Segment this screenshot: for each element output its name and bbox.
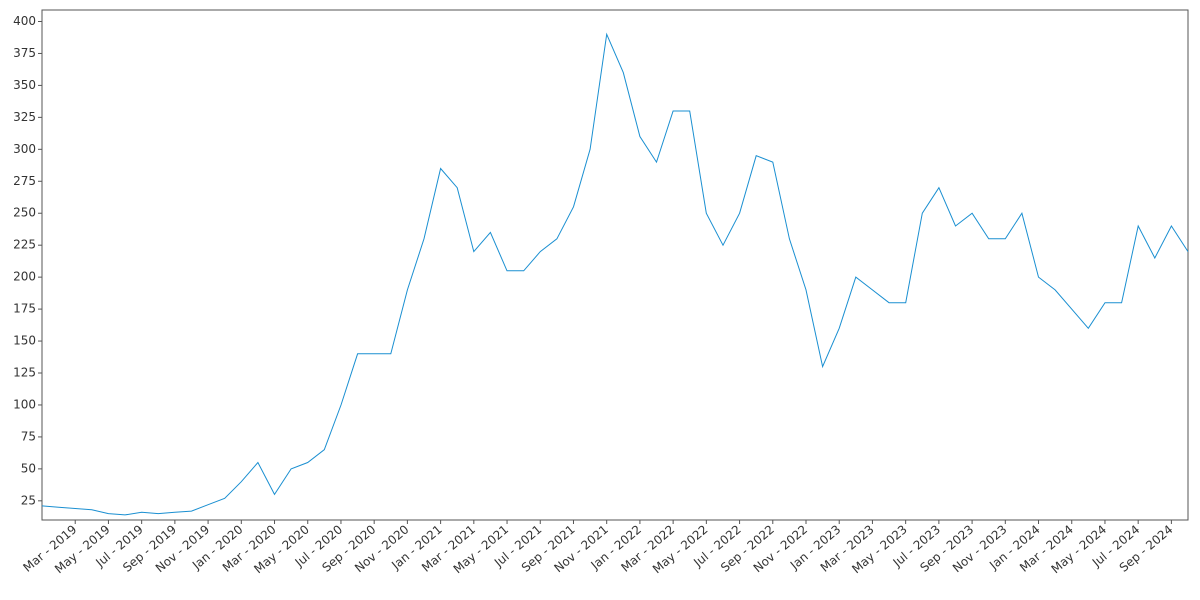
y-tick-label: 75 <box>21 429 36 443</box>
y-tick-label: 275 <box>13 174 36 188</box>
y-tick-label: 325 <box>13 110 36 124</box>
y-tick-label: 50 <box>21 461 36 475</box>
y-tick-label: 400 <box>13 14 36 28</box>
price-line <box>41 32 1189 516</box>
y-tick-label: 25 <box>21 493 36 507</box>
y-tick-label: 125 <box>13 366 36 380</box>
y-tick-label: 300 <box>13 142 36 156</box>
y-tick-label: 150 <box>13 334 36 348</box>
plot-frame <box>41 9 1189 521</box>
y-tick-label: 350 <box>13 78 36 92</box>
y-tick-label: 200 <box>13 270 36 284</box>
y-tick-label: 225 <box>13 238 36 252</box>
y-tick-label: 375 <box>13 46 36 60</box>
y-tick-label: 250 <box>13 206 36 220</box>
y-tick-label: 100 <box>13 397 36 411</box>
y-tick-label: 175 <box>13 302 36 316</box>
